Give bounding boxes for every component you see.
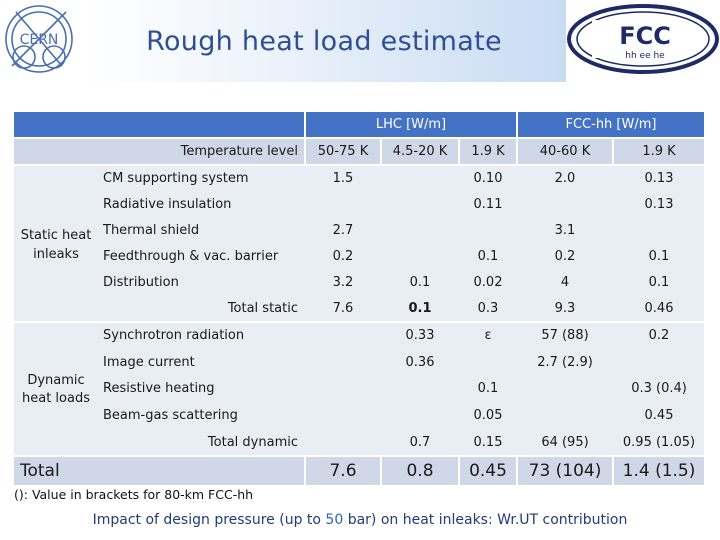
cell-thermal-c1: 2.7 [332, 222, 354, 238]
cell-beamgas-c3: 0.05 [473, 407, 503, 423]
cell-dist-c5: 0.1 [648, 274, 670, 290]
col-fcc-1-9k: 1.9 K [614, 139, 704, 164]
cell-cm-c1: 1.5 [332, 170, 354, 186]
static-block-bg [14, 166, 704, 321]
title-band [82, 0, 566, 82]
cell-thermal-c4: 3.1 [554, 222, 576, 238]
cell-dist-c4: 4 [560, 274, 570, 290]
cell-dist-c3: 0.02 [473, 274, 503, 290]
cell-total-static-c4: 9.3 [554, 301, 576, 316]
cell-cm-c5: 0.13 [644, 170, 674, 186]
cell-total-dyn-c5: 0.95 (1.05) [622, 434, 696, 450]
cell-dist-c2: 0.1 [409, 274, 431, 290]
cell-cm-c4: 2.0 [554, 170, 576, 186]
cell-total-dyn-c4: 64 (95) [541, 434, 589, 450]
page-title: Rough heat load estimate [146, 26, 502, 57]
row-label-cm: CM supporting system [103, 170, 249, 186]
row-label-thermal: Thermal shield [103, 222, 200, 238]
impact-suffix: bar) on heat inleaks: Wr.UT contribution [343, 512, 628, 528]
dynamic-block-bg [14, 323, 704, 455]
static-heat-inleaks-label: Static heat inleaks [20, 228, 92, 262]
row-label-resist: Resistive heating [103, 381, 215, 396]
cell-total-c3: 0.45 [460, 457, 516, 485]
cell-rad-c3: 0.11 [473, 196, 503, 212]
cell-feed-c4: 0.2 [554, 248, 576, 264]
cell-total-static-c1: 7.6 [332, 301, 354, 316]
cell-sync-c2: 0.33 [405, 328, 435, 343]
row-label-total-dynamic: Total dynamic [207, 434, 298, 450]
cell-sync-c5: 0.2 [648, 328, 670, 343]
cern-logo-text: CERN [20, 32, 59, 48]
col-lhc-1-9k: 1.9 K [460, 139, 516, 164]
row-label-dist: Distribution [103, 274, 179, 290]
cell-total-c4: 73 (104) [518, 457, 612, 485]
cell-feed-c5: 0.1 [648, 248, 670, 264]
cell-image-c2: 0.36 [405, 354, 435, 370]
col-lhc-50-75k: 50-75 K [306, 139, 380, 164]
cell-total-static-c3: 0.3 [477, 301, 499, 316]
impact-prefix: Impact of design pressure (up to [92, 512, 326, 528]
cell-cm-c3: 0.10 [473, 170, 503, 186]
cell-total-static-c2: 0.1 [408, 301, 432, 316]
row-label-total: Total [14, 457, 304, 485]
header-corner [14, 112, 304, 137]
cell-rad-c5: 0.13 [644, 196, 674, 212]
row-label-image: Image current [103, 354, 195, 370]
row-label-total-static: Total static [227, 301, 298, 316]
cell-total-dyn-c2: 0.7 [409, 434, 431, 450]
cell-feed-c3: 0.1 [477, 248, 499, 264]
cell-sync-c3: ε [484, 328, 492, 343]
cell-image-c4: 2.7 (2.9) [537, 354, 593, 370]
cell-total-c5: 1.4 (1.5) [614, 457, 704, 485]
cell-total-static-c5: 0.46 [644, 301, 674, 316]
impact-number: 50 [325, 512, 344, 528]
cell-beamgas-c5: 0.45 [644, 407, 674, 423]
row-label-rad: Radiative insulation [103, 196, 232, 212]
cell-resist-c5: 0.3 (0.4) [631, 381, 687, 396]
cell-sync-c4: 57 (88) [541, 328, 589, 343]
header-fcc: FCC-hh [W/m] [518, 112, 704, 137]
row-label-beamgas: Beam-gas scattering [103, 407, 238, 423]
cell-total-dyn-c3: 0.15 [473, 434, 503, 450]
fcc-logo: FCC hh ee he [567, 4, 719, 74]
temperature-level-label: Temperature level [14, 139, 304, 164]
header-lhc: LHC [W/m] [306, 112, 516, 137]
cern-logo: CERN [5, 5, 73, 73]
cell-feed-c1: 0.2 [332, 248, 354, 264]
row-label-sync: Synchrotron radiation [103, 328, 245, 343]
cell-dist-c1: 3.2 [332, 274, 354, 290]
row-label-feed: Feedthrough & vac. barrier [103, 248, 279, 264]
fcc-logo-sub: hh ee he [625, 51, 665, 61]
cell-total-c1: 7.6 [306, 457, 380, 485]
impact-note: Impact of design pressure (up to 50 bar)… [0, 512, 720, 528]
cell-total-c2: 0.8 [382, 457, 458, 485]
cell-resist-c3: 0.1 [477, 381, 499, 396]
fcc-logo-text: FCC [619, 22, 671, 50]
col-lhc-4-5-20k: 4.5-20 K [382, 139, 458, 164]
dynamic-heat-loads-label: Dynamic heat loads [22, 373, 90, 406]
footnote: (): Value in brackets for 80-km FCC-hh [14, 487, 254, 502]
col-fcc-40-60k: 40-60 K [518, 139, 612, 164]
